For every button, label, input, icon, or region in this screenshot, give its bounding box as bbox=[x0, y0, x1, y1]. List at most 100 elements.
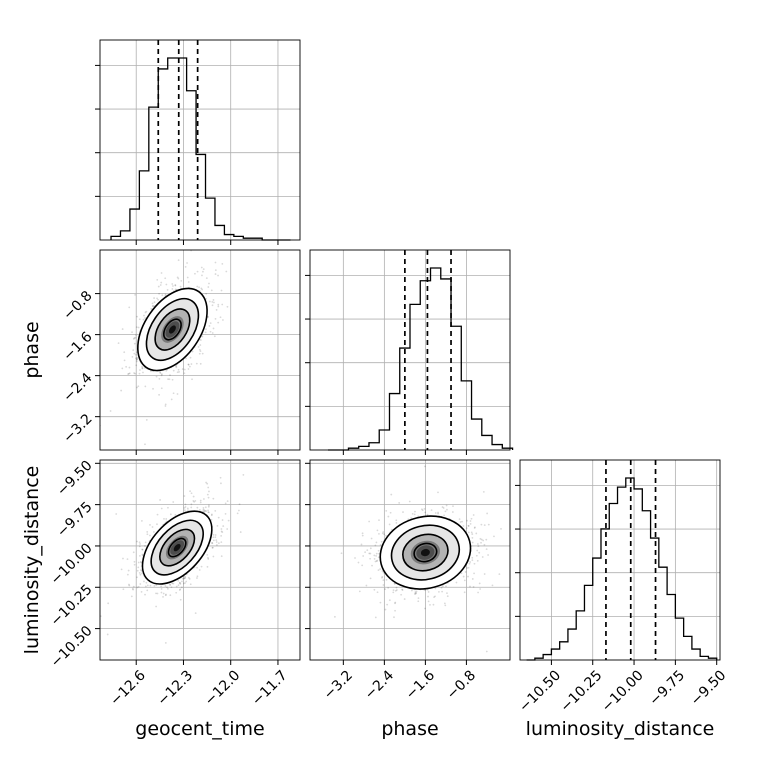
sample-point bbox=[134, 293, 136, 296]
sample-point bbox=[358, 590, 361, 593]
sample-point bbox=[140, 520, 143, 522]
sample-point bbox=[134, 357, 137, 360]
sample-point bbox=[378, 519, 380, 522]
sample-point bbox=[141, 367, 144, 369]
sample-point bbox=[130, 595, 133, 598]
sample-point bbox=[128, 366, 131, 369]
sample-point bbox=[366, 549, 369, 552]
sample-point bbox=[210, 518, 213, 521]
sample-point bbox=[144, 385, 147, 388]
sample-point bbox=[390, 493, 393, 496]
sample-point bbox=[410, 589, 413, 592]
sample-point bbox=[483, 524, 486, 527]
sample-point bbox=[386, 603, 389, 606]
sample-point bbox=[381, 575, 384, 578]
sample-point bbox=[174, 365, 177, 367]
sample-point bbox=[126, 573, 129, 576]
sample-point bbox=[157, 285, 160, 288]
sample-point bbox=[203, 509, 206, 512]
sample-point bbox=[186, 507, 189, 510]
sample-point bbox=[371, 564, 373, 567]
sample-point bbox=[205, 481, 208, 484]
sample-point bbox=[426, 513, 429, 516]
sample-point bbox=[375, 560, 378, 563]
sample-point bbox=[131, 331, 133, 334]
sample-point bbox=[483, 573, 486, 575]
sample-point bbox=[199, 499, 202, 502]
sample-point bbox=[470, 531, 473, 534]
sample-point bbox=[427, 591, 430, 593]
sample-point bbox=[476, 559, 479, 562]
sample-point bbox=[184, 503, 187, 506]
sample-point bbox=[123, 359, 126, 362]
histogram-step-luminosity_distance bbox=[526, 477, 718, 661]
contour-line-2 bbox=[150, 519, 204, 576]
sample-point bbox=[441, 506, 444, 508]
sample-point bbox=[155, 592, 157, 595]
sample-point bbox=[394, 601, 397, 604]
sample-point bbox=[205, 292, 208, 295]
sample-point bbox=[206, 565, 209, 568]
sample-point bbox=[172, 582, 175, 585]
sample-point bbox=[115, 513, 118, 515]
sample-point bbox=[473, 572, 475, 575]
sample-point bbox=[446, 508, 448, 511]
sample-point bbox=[224, 502, 227, 505]
sample-point bbox=[205, 510, 208, 512]
sample-point bbox=[174, 284, 177, 287]
sample-point bbox=[188, 578, 191, 580]
histogram-panel-geocent_time bbox=[95, 39, 301, 241]
sample-point bbox=[136, 540, 138, 543]
panel-content bbox=[100, 250, 300, 450]
sample-point bbox=[175, 366, 178, 369]
panel-content bbox=[310, 460, 510, 660]
sample-point bbox=[138, 541, 141, 544]
x-tick-label: −12.6 bbox=[107, 667, 149, 709]
sample-point bbox=[208, 325, 211, 327]
sample-point bbox=[415, 590, 418, 593]
sample-point bbox=[443, 514, 446, 517]
sample-point bbox=[217, 274, 219, 277]
x-tick-label: −10.00 bbox=[599, 667, 647, 715]
y-tick-label: −10.50 bbox=[48, 623, 96, 671]
sample-point bbox=[474, 526, 476, 529]
sample-point bbox=[392, 589, 395, 592]
sample-point bbox=[224, 513, 227, 515]
sample-point bbox=[482, 539, 485, 542]
sample-point bbox=[215, 541, 218, 543]
sample-point bbox=[364, 551, 367, 554]
sample-point bbox=[171, 283, 174, 285]
panel-frame bbox=[309, 249, 511, 451]
sample-point bbox=[144, 317, 146, 319]
y-tick-label: −1.6 bbox=[60, 329, 95, 364]
sample-point bbox=[128, 306, 131, 309]
sample-point bbox=[212, 539, 215, 542]
sample-point bbox=[211, 542, 214, 544]
sample-point bbox=[220, 555, 223, 558]
panel-background bbox=[100, 40, 300, 240]
sample-point bbox=[384, 608, 387, 611]
sample-point bbox=[122, 588, 125, 591]
sample-point bbox=[387, 586, 390, 589]
sample-point bbox=[202, 498, 205, 500]
sample-point bbox=[385, 534, 387, 537]
sample-point bbox=[160, 507, 163, 510]
sample-point bbox=[471, 533, 474, 535]
sample-point bbox=[162, 592, 165, 595]
sample-point bbox=[212, 536, 215, 539]
sample-point bbox=[177, 579, 180, 582]
sample-point bbox=[142, 371, 144, 374]
sample-point bbox=[485, 538, 488, 541]
sample-point bbox=[376, 559, 379, 562]
sample-point bbox=[169, 594, 172, 597]
sample-point bbox=[369, 552, 372, 555]
sample-point bbox=[438, 590, 440, 593]
x-axis-label-luminosity_distance: luminosity_distance bbox=[526, 718, 715, 740]
sample-point bbox=[486, 512, 489, 515]
sample-point bbox=[415, 592, 417, 594]
sample-point bbox=[219, 476, 222, 479]
sample-point bbox=[208, 490, 210, 493]
sample-point bbox=[374, 560, 377, 563]
histogram-panel-luminosity_distance bbox=[515, 459, 721, 661]
sample-point bbox=[153, 301, 156, 304]
